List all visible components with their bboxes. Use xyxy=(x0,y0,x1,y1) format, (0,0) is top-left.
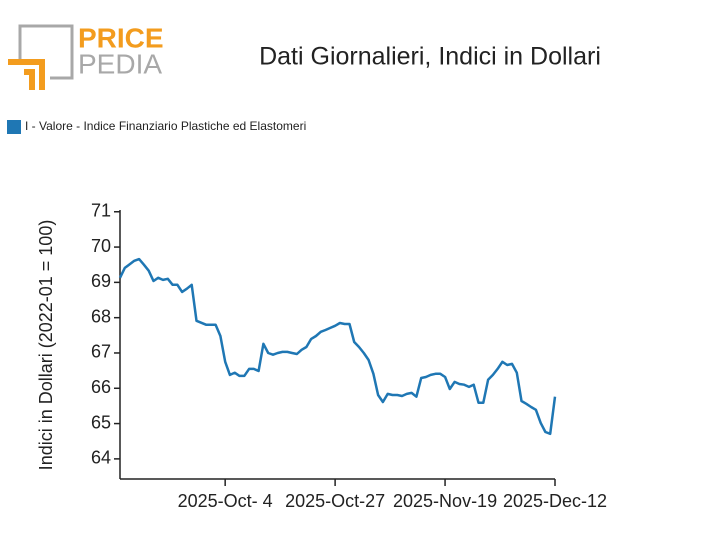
x-tick-label: 2025-Oct- 4 xyxy=(178,491,273,511)
x-tick-label: 2025-Nov-19 xyxy=(393,491,497,511)
y-axis-label: Indici in Dollari (2022-01 = 100) xyxy=(36,220,56,471)
legend-swatch xyxy=(7,120,21,134)
y-tick-label: 71 xyxy=(91,201,111,221)
legend-label: I - Valore - Indice Finanziario Plastich… xyxy=(25,119,306,133)
series-line xyxy=(118,257,557,436)
y-tick-label: 69 xyxy=(91,271,111,291)
x-tick-label: 2025-Oct-27 xyxy=(285,491,385,511)
y-tick-label: 64 xyxy=(91,448,111,468)
x-tick-label: 2025-Dec-12 xyxy=(503,491,607,511)
logo-mark xyxy=(8,59,45,90)
y-tick-label: 65 xyxy=(91,412,111,432)
chart-title: Dati Giornalieri, Indici in Dollari xyxy=(259,43,601,71)
y-tick-label: 66 xyxy=(91,377,111,397)
y-tick-label: 67 xyxy=(91,342,111,362)
y-tick-label: 70 xyxy=(91,236,111,256)
logo-text: PEDIA xyxy=(78,48,162,79)
logo-frame xyxy=(18,24,74,80)
logo-text: PRICE xyxy=(78,22,164,53)
logo: PRICE PEDIA xyxy=(8,22,164,90)
y-tick-label: 68 xyxy=(91,306,111,326)
